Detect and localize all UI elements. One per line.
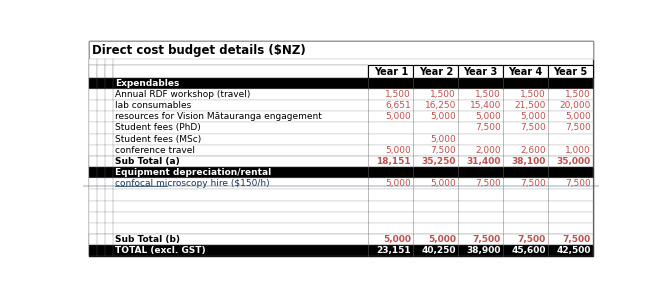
Text: 7,500: 7,500 (520, 179, 546, 188)
Bar (89, 134, 593, 145)
Bar (89, 59, 593, 65)
Text: 6,651: 6,651 (385, 101, 411, 110)
Text: 5,000: 5,000 (520, 112, 546, 121)
Text: 5,000: 5,000 (475, 112, 501, 121)
Text: 23,151: 23,151 (376, 246, 411, 255)
Text: 5,000: 5,000 (430, 179, 456, 188)
Text: 5,000: 5,000 (385, 179, 411, 188)
Bar (89, 223, 593, 234)
Bar (458, 65, 503, 78)
Bar (89, 189, 593, 201)
Text: Sub Total (a): Sub Total (a) (115, 157, 180, 166)
Bar (112, 65, 368, 78)
Bar (89, 122, 593, 134)
Text: 45,600: 45,600 (511, 246, 546, 255)
Bar (89, 234, 593, 245)
Text: 7,500: 7,500 (520, 124, 546, 132)
Text: 7,500: 7,500 (475, 179, 501, 188)
Text: 7,500: 7,500 (517, 235, 546, 244)
Text: 5,000: 5,000 (385, 112, 411, 121)
Bar (89, 178, 593, 189)
Text: Student fees (PhD): Student fees (PhD) (115, 124, 201, 132)
Text: 38,900: 38,900 (466, 246, 501, 255)
Text: 7,500: 7,500 (565, 124, 591, 132)
Text: Expendables: Expendables (115, 79, 180, 88)
Bar (503, 65, 548, 78)
Bar (548, 65, 593, 78)
Text: 15,400: 15,400 (469, 101, 501, 110)
Text: Equipment depreciation/rental: Equipment depreciation/rental (115, 168, 271, 177)
Text: 20,000: 20,000 (559, 101, 591, 110)
Text: 7,500: 7,500 (473, 235, 501, 244)
Text: 31,400: 31,400 (466, 157, 501, 166)
Text: 5,000: 5,000 (565, 112, 591, 121)
Text: 18,151: 18,151 (376, 157, 411, 166)
Bar (89, 65, 97, 78)
Text: 1,500: 1,500 (475, 90, 501, 99)
Text: 1,500: 1,500 (430, 90, 456, 99)
Text: TOTAL (excl. GST): TOTAL (excl. GST) (115, 246, 205, 255)
Text: 5,000: 5,000 (385, 146, 411, 155)
Bar (368, 65, 413, 78)
Text: 1,500: 1,500 (520, 90, 546, 99)
Text: 5,000: 5,000 (428, 235, 456, 244)
Text: 21,500: 21,500 (515, 101, 546, 110)
Bar (89, 78, 593, 89)
Text: Year 2: Year 2 (419, 67, 453, 77)
Bar (89, 167, 593, 178)
Text: 7,500: 7,500 (475, 124, 501, 132)
Bar (89, 201, 593, 212)
Bar (97, 65, 105, 78)
Bar (105, 65, 112, 78)
Bar (89, 41, 593, 59)
Text: 35,250: 35,250 (422, 157, 456, 166)
Text: 38,100: 38,100 (511, 157, 546, 166)
Text: 1,500: 1,500 (385, 90, 411, 99)
Text: 16,250: 16,250 (424, 101, 456, 110)
Text: 40,250: 40,250 (422, 246, 456, 255)
Text: 1,000: 1,000 (565, 146, 591, 155)
Text: 5,000: 5,000 (430, 135, 456, 144)
Text: Annual RDF workshop (travel): Annual RDF workshop (travel) (115, 90, 250, 99)
Bar (413, 65, 458, 78)
Bar (89, 245, 593, 256)
Bar (89, 111, 593, 122)
Text: resources for Vision Mātauranga engagement: resources for Vision Mātauranga engageme… (115, 112, 322, 121)
Bar (89, 156, 593, 167)
Text: conference travel: conference travel (115, 146, 195, 155)
Text: Year 1: Year 1 (374, 67, 408, 77)
Text: confocal microscopy hire ($150/h): confocal microscopy hire ($150/h) (115, 179, 269, 188)
Text: 5,000: 5,000 (383, 235, 411, 244)
Text: lab consumables: lab consumables (115, 101, 191, 110)
Text: Year 3: Year 3 (464, 67, 498, 77)
Bar (89, 65, 593, 78)
Text: 1,500: 1,500 (565, 90, 591, 99)
Text: Year 4: Year 4 (509, 67, 543, 77)
Text: 2,600: 2,600 (520, 146, 546, 155)
Text: Sub Total (b): Sub Total (b) (115, 235, 180, 244)
Text: Student fees (MSc): Student fees (MSc) (115, 135, 201, 144)
Text: 7,500: 7,500 (565, 179, 591, 188)
Text: Direct cost budget details ($NZ): Direct cost budget details ($NZ) (92, 44, 306, 57)
Bar (89, 100, 593, 111)
Text: 7,500: 7,500 (430, 146, 456, 155)
Bar (89, 212, 593, 223)
Text: Year 5: Year 5 (553, 67, 588, 77)
Bar (89, 145, 593, 156)
Text: 42,500: 42,500 (556, 246, 591, 255)
Text: 35,000: 35,000 (557, 157, 591, 166)
Bar (89, 89, 593, 100)
Text: 5,000: 5,000 (430, 112, 456, 121)
Text: 2,000: 2,000 (475, 146, 501, 155)
Text: 7,500: 7,500 (563, 235, 591, 244)
